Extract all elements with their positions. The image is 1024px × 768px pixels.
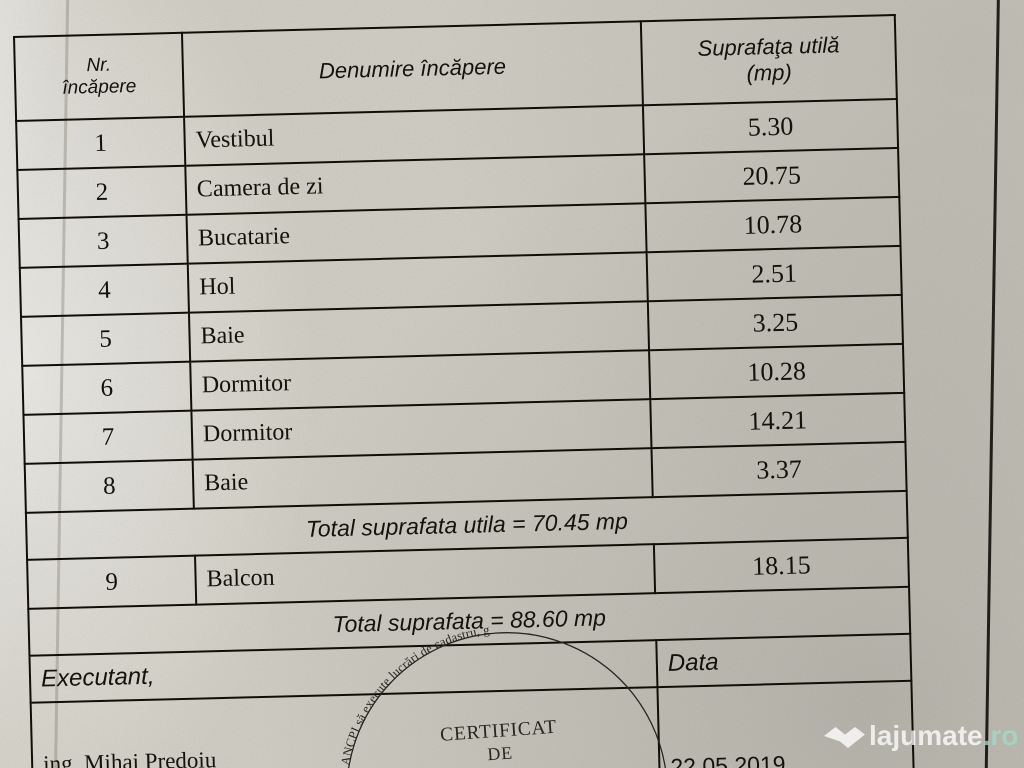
svg-text:a de ANCPI să execute lucrări: a de ANCPI să execute lucrări de cadastr… [326, 623, 501, 768]
svg-text:lajumate.ro: lajumate.ro [869, 720, 1018, 751]
svg-text:DE: DE [487, 743, 514, 765]
svg-text:CERTIFICAT: CERTIFICAT [440, 717, 558, 746]
